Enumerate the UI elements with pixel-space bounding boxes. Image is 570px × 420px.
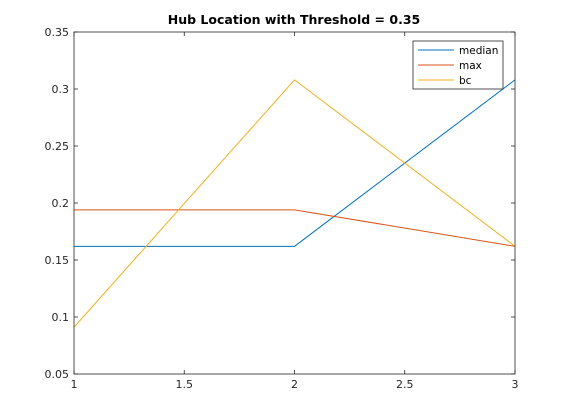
series-group bbox=[73, 79, 516, 328]
x-tick-label: 1.5 bbox=[176, 378, 194, 391]
legend-label-median: median bbox=[459, 45, 498, 57]
legend-label-max: max bbox=[459, 60, 482, 72]
plot-border bbox=[73, 31, 516, 375]
y-tick-label: 0.35 bbox=[45, 26, 70, 39]
x-tick-label: 2.5 bbox=[396, 378, 414, 391]
x-tick-label: 1 bbox=[71, 378, 78, 391]
legend-label-bc: bc bbox=[459, 75, 472, 87]
y-tick-label: 0.05 bbox=[45, 368, 70, 381]
y-tick-label: 0.15 bbox=[45, 254, 70, 267]
chart-title: Hub Location with Threshold = 0.35 bbox=[168, 12, 420, 27]
series-line-median bbox=[74, 79, 516, 247]
x-tick-label: 2 bbox=[291, 378, 298, 391]
x-tick-label: 3 bbox=[512, 378, 519, 391]
y-tick-label: 0.1 bbox=[52, 311, 70, 324]
y-tick-label: 0.2 bbox=[52, 197, 70, 210]
y-tick-label: 0.3 bbox=[52, 83, 70, 96]
series-line-bc bbox=[73, 79, 516, 328]
axis-ticks: 1 1.5 2 2.5 3 0.05 0.1 0.15 0.2 0.25 0.3 0.35 bbox=[45, 26, 519, 391]
y-tick-label: 0.25 bbox=[45, 140, 70, 153]
series-line-max bbox=[74, 209, 516, 247]
legend: median max bc bbox=[412, 40, 504, 90]
